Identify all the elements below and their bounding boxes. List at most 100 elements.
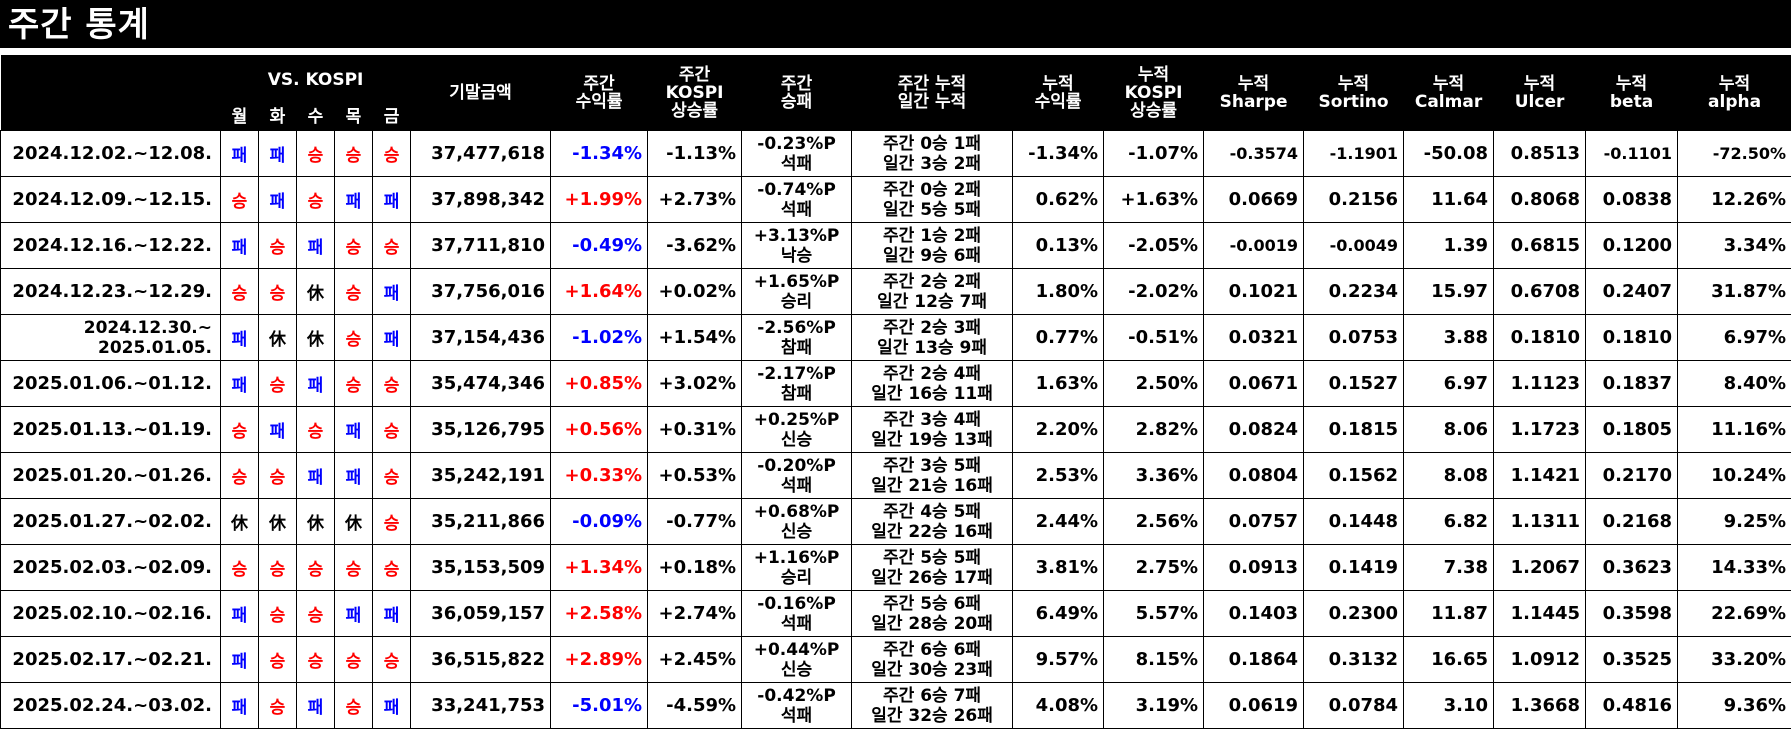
cum-kospi: +1.63% <box>1103 176 1205 223</box>
cum-return: 6.49% <box>1012 590 1105 637</box>
weekly-wl-cell: -0.74%P 석패 <box>741 176 853 223</box>
day-result-wed: 休 <box>296 498 335 545</box>
sharpe-value: 0.0671 <box>1203 360 1305 407</box>
weekly-record: 주간 3승 5패 <box>883 455 982 476</box>
day-result-tue: 패 <box>258 176 297 223</box>
weekly-wl-cell: -0.23%P 석패 <box>741 130 853 177</box>
weekly-outcome: 신승 <box>780 429 813 450</box>
calmar-value: -50.08 <box>1403 130 1495 177</box>
beta-value: 0.0838 <box>1585 176 1679 223</box>
table-row: 2024.12.09.~12.15. 승 패 승 패 패 37,898,342 +1.99% +… <box>0 176 1791 223</box>
header-wl-summary: 주간 누적 일간 누적 <box>851 55 1013 131</box>
weekly-return: +2.89% <box>550 636 649 683</box>
alpha-value: 9.36% <box>1677 682 1791 729</box>
calmar-value: 8.06 <box>1403 406 1495 453</box>
day-result-wed: 패 <box>296 222 335 269</box>
cum-return: 0.62% <box>1012 176 1105 223</box>
cum-return: 1.80% <box>1012 268 1105 315</box>
day-result-wed: 패 <box>296 682 335 729</box>
wl-record-cell: 주간 3승 5패 일간 21승 16패 <box>851 452 1014 499</box>
ulcer-value: 0.6815 <box>1493 222 1587 269</box>
weekly-return: -1.02% <box>550 314 649 361</box>
period-cell: 2024.12.16.~12.22. <box>0 222 221 269</box>
wl-record-cell: 주간 5승 5패 일간 26승 17패 <box>851 544 1014 591</box>
alpha-value: -72.50% <box>1677 130 1791 177</box>
day-result-mon: 패 <box>220 130 259 177</box>
day-result-mon: 승 <box>220 268 259 315</box>
weekly-diff: +1.16%P <box>753 547 840 568</box>
end-amount: 37,756,016 <box>410 268 552 315</box>
day-result-thu: 승 <box>334 268 373 315</box>
weekly-outcome: 석패 <box>780 705 813 726</box>
end-amount: 36,059,157 <box>410 590 552 637</box>
day-result-tue: 승 <box>258 268 297 315</box>
day-result-thu: 패 <box>334 452 373 499</box>
weekly-wl-cell: -0.16%P 석패 <box>741 590 853 637</box>
day-result-thu: 승 <box>334 130 373 177</box>
period-cell: 2025.02.03.~02.09. <box>0 544 221 591</box>
title-gap <box>0 48 1791 55</box>
sharpe-value: 0.0321 <box>1203 314 1305 361</box>
calmar-value: 7.38 <box>1403 544 1495 591</box>
sortino-value: -1.1901 <box>1303 130 1405 177</box>
header-sortino: 누적 Sortino <box>1303 55 1404 131</box>
day-result-fri: 패 <box>371 268 412 315</box>
header-day-thu: 목 <box>334 91 373 131</box>
wl-record-cell: 주간 6승 7패 일간 32승 26패 <box>851 682 1014 729</box>
beta-value: 0.4816 <box>1585 682 1679 729</box>
cum-kospi: -1.07% <box>1103 130 1205 177</box>
ulcer-value: 1.1123 <box>1493 360 1587 407</box>
sharpe-value: 0.0619 <box>1203 682 1305 729</box>
weekly-diff: -0.16%P <box>757 593 836 614</box>
cum-kospi: -0.51% <box>1103 314 1205 361</box>
header-ulcer: 누적 Ulcer <box>1493 55 1586 131</box>
sharpe-value: -0.3574 <box>1203 130 1305 177</box>
calmar-value: 8.08 <box>1403 452 1495 499</box>
table-row: 2024.12.02.~12.08. 패 패 승 승 승 37,477,618 -1.34% -… <box>0 130 1791 177</box>
cum-return: 9.57% <box>1012 636 1105 683</box>
weekly-diff: -0.74%P <box>757 179 836 200</box>
cum-return: 0.77% <box>1012 314 1105 361</box>
sortino-value: 0.1527 <box>1303 360 1405 407</box>
beta-value: 0.1200 <box>1585 222 1679 269</box>
table-row: 2025.01.20.~01.26. 승 승 패 패 승 35,242,191 +0.33% +… <box>0 452 1791 499</box>
weekly-kospi: +0.53% <box>647 452 743 499</box>
day-result-mon: 패 <box>220 636 259 683</box>
sharpe-value: 0.1021 <box>1203 268 1305 315</box>
wl-record-cell: 주간 0승 2패 일간 5승 5패 <box>851 176 1014 223</box>
daily-record: 일간 28승 20패 <box>871 613 993 634</box>
sharpe-value: 0.1403 <box>1203 590 1305 637</box>
day-result-wed: 休 <box>296 314 335 361</box>
day-result-tue: 승 <box>258 452 297 499</box>
beta-value: 0.2168 <box>1585 498 1679 545</box>
weekly-kospi: -3.62% <box>647 222 743 269</box>
calmar-value: 16.65 <box>1403 636 1495 683</box>
daily-record: 일간 32승 26패 <box>871 705 993 726</box>
day-result-fri: 승 <box>371 544 412 591</box>
cum-return: 2.20% <box>1012 406 1105 453</box>
cum-kospi: -2.02% <box>1103 268 1205 315</box>
day-result-fri: 승 <box>371 498 412 545</box>
cum-kospi: 8.15% <box>1103 636 1205 683</box>
day-result-wed: 승 <box>296 406 335 453</box>
weekly-return: +2.58% <box>550 590 649 637</box>
weekly-kospi: +2.73% <box>647 176 743 223</box>
header-day-fri: 금 <box>372 91 411 131</box>
alpha-value: 6.97% <box>1677 314 1791 361</box>
daily-record: 일간 30승 23패 <box>871 659 993 680</box>
weekly-return: -5.01% <box>550 682 649 729</box>
header-end-amount: 기말금액 <box>410 55 551 131</box>
weekly-record: 주간 5승 6패 <box>883 593 982 614</box>
daily-record: 일간 3승 2패 <box>883 153 982 174</box>
table-row: 2024.12.30.~ 2025.01.05. 패 休休 승 패 37,154,436 -1… <box>0 314 1791 361</box>
weekly-diff: +1.65%P <box>753 271 840 292</box>
weekly-return: +1.64% <box>550 268 649 315</box>
day-result-mon: 승 <box>220 544 259 591</box>
weekly-record: 주간 6승 7패 <box>883 685 982 706</box>
ulcer-value: 0.6708 <box>1493 268 1587 315</box>
weekly-wl-cell: +0.25%P 신승 <box>741 406 853 453</box>
alpha-value: 3.34% <box>1677 222 1791 269</box>
weekly-record: 주간 0승 2패 <box>883 179 982 200</box>
wl-record-cell: 주간 5승 6패 일간 28승 20패 <box>851 590 1014 637</box>
header-day-tue: 화 <box>258 91 297 131</box>
